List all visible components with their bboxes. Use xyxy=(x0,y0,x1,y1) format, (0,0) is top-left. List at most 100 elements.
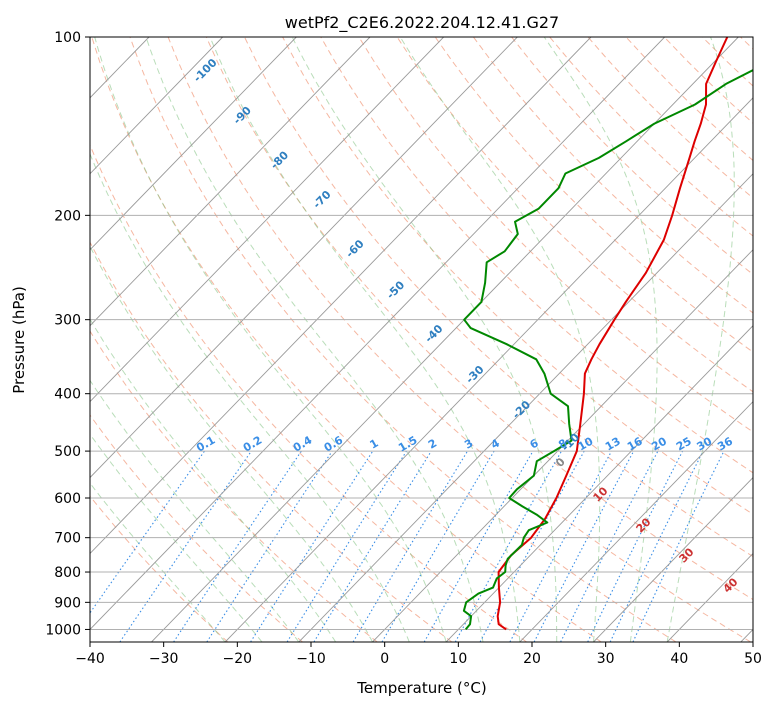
dry-adiabat-line xyxy=(549,37,753,237)
isotherm-line xyxy=(90,37,592,555)
isotherm-line xyxy=(90,37,297,251)
mixing-ratio-line xyxy=(206,450,333,642)
mixing-ratio-label: 1 xyxy=(367,437,380,452)
x-tick-label: 50 xyxy=(744,651,762,667)
mixing-ratio-line xyxy=(173,450,302,642)
x-tick-label: −30 xyxy=(149,651,179,667)
mixing-ratio-line xyxy=(286,450,407,642)
moist-adiabat-line xyxy=(666,37,735,642)
y-tick-label: 800 xyxy=(54,565,81,581)
mixing-ratio-label: 6 xyxy=(528,436,541,451)
dry-adiabat-line xyxy=(244,37,753,558)
moist-adiabat-line xyxy=(90,433,263,642)
dry-adiabat-line xyxy=(282,37,753,515)
mixing-ratio-label: 3 xyxy=(462,437,475,452)
isotherm-line xyxy=(90,37,444,403)
isotherm-line xyxy=(90,37,223,175)
dry-adiabat-label: 20 xyxy=(634,515,654,535)
dry-adiabat-line xyxy=(358,37,753,433)
dry-adiabat-label: 10 xyxy=(591,484,611,504)
y-tick-label: 1000 xyxy=(45,622,81,638)
x-tick-label: −40 xyxy=(75,651,105,667)
dry-adiabat-line xyxy=(129,37,677,642)
mixing-ratio-line xyxy=(632,450,725,642)
isotherm-line xyxy=(90,37,518,479)
moist-adiabat-label: -20 xyxy=(510,398,533,421)
x-tick-label: 20 xyxy=(523,651,541,667)
dry-adiabat-line xyxy=(511,37,753,275)
mixing-ratio-line xyxy=(454,450,562,642)
dry-adiabat-line xyxy=(320,37,753,474)
isotherm-line xyxy=(0,37,2,642)
dry-adiabat-line xyxy=(90,330,378,642)
y-tick-label: 400 xyxy=(54,387,81,403)
dry-adiabat-label: 40 xyxy=(721,575,741,595)
isotherm-line xyxy=(151,37,739,642)
dry-adiabat-line xyxy=(701,37,753,87)
mixing-ratio-label: 4 xyxy=(489,436,502,451)
moist-adiabat-line xyxy=(90,379,300,642)
moist-adiabat-line xyxy=(94,37,447,642)
moist-adiabat-line xyxy=(399,37,601,642)
moist-adiabat-line xyxy=(209,37,521,642)
mixing-ratio-line xyxy=(609,450,704,642)
y-tick-label: 100 xyxy=(54,30,81,46)
dry-adiabat-line xyxy=(91,37,602,642)
mixing-ratio-line xyxy=(250,450,374,642)
background-lines xyxy=(0,37,753,642)
dewpoint-profile-line xyxy=(462,68,753,631)
x-tick-label: 0 xyxy=(380,651,389,667)
moist-adiabat-line xyxy=(90,245,373,642)
x-axis-label: Temperature (°C) xyxy=(356,679,486,697)
mixing-ratio-line xyxy=(509,450,613,642)
dry-adiabat-line xyxy=(90,414,303,642)
dry-adiabat-line xyxy=(90,495,229,642)
isotherm-line xyxy=(740,628,753,642)
x-tick-label: 30 xyxy=(597,651,615,667)
y-axis-label: Pressure (hPa) xyxy=(10,286,28,394)
plot-frame xyxy=(89,36,754,643)
reference-line-labels: 0.1 0.2 0.4 0.6 1 1.5 2 3 4 6 8 10 13 16 20 25 30 36-100-… xyxy=(191,56,741,596)
x-tick-label: −10 xyxy=(296,651,326,667)
moist-adiabat-line xyxy=(90,482,226,642)
x-tick-label: 10 xyxy=(449,651,467,667)
y-axis-ticks: 100 200 300 400 500 600 700 800 900 1000 xyxy=(45,30,90,638)
dry-adiabat-label: 0 xyxy=(553,455,568,470)
isotherm-line xyxy=(298,173,753,642)
mixing-ratio-label: 2 xyxy=(426,437,439,452)
y-tick-label: 500 xyxy=(54,444,81,460)
dry-adiabat-line xyxy=(90,143,527,642)
moist-adiabat-label: -30 xyxy=(463,363,486,386)
moist-adiabat-label: -70 xyxy=(310,188,333,211)
x-tick-label: −20 xyxy=(223,651,253,667)
sounding-profiles xyxy=(462,37,753,631)
isotherm-line xyxy=(90,37,371,327)
y-tick-label: 900 xyxy=(54,595,81,611)
isotherm-line xyxy=(445,325,753,642)
dry-adiabat-line xyxy=(740,37,753,50)
y-tick-label: 700 xyxy=(54,531,81,547)
isotherm-line xyxy=(90,37,665,631)
moist-adiabat-label: -100 xyxy=(191,56,220,85)
x-axis-ticks: −40 −30 −20 −10 0 10 20 30 40 50 xyxy=(75,642,762,667)
mixing-ratio-line xyxy=(119,450,252,642)
mixing-ratio-line xyxy=(479,450,585,642)
x-tick-label: 40 xyxy=(670,651,688,667)
mixing-ratio-line xyxy=(533,450,635,642)
isotherm-line xyxy=(593,476,753,642)
moist-adiabat-line xyxy=(291,37,558,642)
moist-adiabat-label: -90 xyxy=(231,104,254,127)
mixing-ratio-line xyxy=(423,450,534,642)
mixing-ratio-line xyxy=(352,450,468,642)
moist-adiabat-line xyxy=(543,37,658,642)
moist-adiabat-line xyxy=(90,318,337,642)
mixing-ratio-line xyxy=(587,450,684,642)
moist-adiabat-label: -60 xyxy=(343,237,366,260)
mixing-ratio-line xyxy=(90,450,205,614)
dry-adiabat-line xyxy=(434,37,753,353)
y-tick-label: 600 xyxy=(54,491,81,507)
moist-adiabat-label: -80 xyxy=(268,148,291,171)
temperature-profile-line xyxy=(496,37,729,631)
moist-adiabat-label: -50 xyxy=(384,278,407,301)
